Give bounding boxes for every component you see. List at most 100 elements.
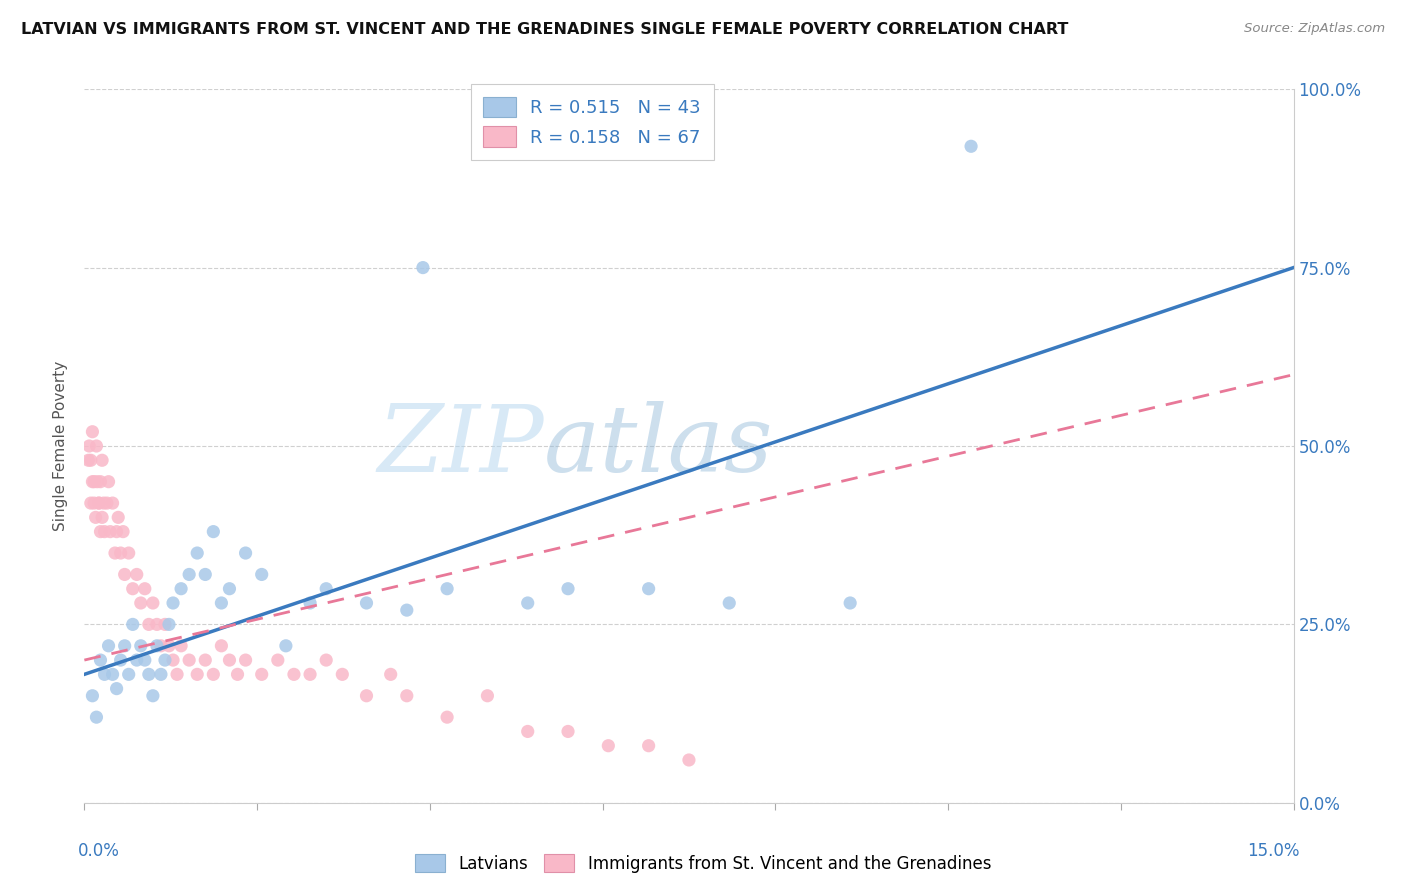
Point: [125, 653, 148, 667]
Point: [678, 753, 700, 767]
Point: [91, 453, 114, 467]
Point: [380, 667, 402, 681]
Point: [134, 653, 156, 667]
Point: [267, 653, 290, 667]
Point: [98, 524, 121, 539]
Point: [356, 596, 378, 610]
Point: [142, 596, 165, 610]
Point: [89, 524, 111, 539]
Point: [93, 667, 115, 681]
Text: LATVIAN VS IMMIGRANTS FROM ST. VINCENT AND THE GRENADINES SINGLE FEMALE POVERTY : LATVIAN VS IMMIGRANTS FROM ST. VINCENT A…: [21, 22, 1069, 37]
Point: [235, 546, 257, 560]
Point: [960, 139, 983, 153]
Point: [718, 596, 741, 610]
Point: [129, 639, 152, 653]
Point: [395, 603, 418, 617]
Point: [104, 546, 127, 560]
Point: [209, 639, 232, 653]
Point: [80, 453, 103, 467]
Point: [89, 653, 111, 667]
Point: [179, 653, 201, 667]
Point: [283, 667, 305, 681]
Point: [179, 567, 201, 582]
Point: [235, 653, 257, 667]
Point: [557, 724, 579, 739]
Point: [86, 475, 108, 489]
Point: [134, 582, 156, 596]
Point: [250, 667, 273, 681]
Point: [86, 439, 108, 453]
Point: [412, 260, 434, 275]
Point: [107, 510, 129, 524]
Point: [186, 546, 208, 560]
Point: [146, 639, 169, 653]
Point: [118, 667, 141, 681]
Point: [77, 453, 100, 467]
Point: [598, 739, 620, 753]
Point: [226, 667, 249, 681]
Point: [101, 496, 124, 510]
Point: [146, 617, 169, 632]
Text: 0.0%: 0.0%: [79, 842, 120, 860]
Point: [86, 710, 108, 724]
Point: [395, 689, 418, 703]
Point: [170, 582, 193, 596]
Point: [162, 653, 184, 667]
Point: [82, 689, 104, 703]
Point: [516, 724, 538, 739]
Point: [125, 567, 148, 582]
Point: [153, 617, 176, 632]
Point: [149, 639, 172, 653]
Point: [83, 475, 105, 489]
Point: [209, 596, 232, 610]
Point: [93, 496, 115, 510]
Point: [477, 689, 499, 703]
Point: [149, 667, 172, 681]
Point: [218, 653, 240, 667]
Point: [83, 496, 105, 510]
Point: [157, 639, 180, 653]
Point: [96, 496, 118, 510]
Point: [93, 524, 115, 539]
Point: [250, 567, 273, 582]
Point: [138, 617, 160, 632]
Point: [202, 524, 225, 539]
Point: [87, 496, 110, 510]
Point: [84, 510, 107, 524]
Point: [637, 582, 659, 596]
Point: [121, 617, 143, 632]
Point: [114, 567, 136, 582]
Point: [166, 667, 188, 681]
Point: [110, 546, 132, 560]
Point: [170, 639, 193, 653]
Point: [80, 496, 103, 510]
Point: [77, 439, 100, 453]
Text: 15.0%: 15.0%: [1247, 842, 1299, 860]
Point: [153, 653, 176, 667]
Point: [315, 653, 337, 667]
Point: [105, 681, 128, 696]
Point: [97, 639, 120, 653]
Point: [436, 582, 458, 596]
Point: [637, 739, 659, 753]
Point: [202, 667, 225, 681]
Point: [142, 689, 165, 703]
Point: [356, 689, 378, 703]
Point: [157, 617, 180, 632]
Legend: R = 0.515   N = 43, R = 0.158   N = 67: R = 0.515 N = 43, R = 0.158 N = 67: [471, 84, 714, 160]
Point: [330, 667, 353, 681]
Point: [186, 667, 208, 681]
Point: [516, 596, 538, 610]
Point: [87, 496, 110, 510]
Point: [839, 596, 862, 610]
Point: [162, 596, 184, 610]
Point: [194, 653, 217, 667]
Text: Source: ZipAtlas.com: Source: ZipAtlas.com: [1244, 22, 1385, 36]
Point: [299, 667, 322, 681]
Text: ZIP: ZIP: [377, 401, 544, 491]
Point: [112, 524, 135, 539]
Point: [218, 582, 240, 596]
Text: atlas: atlas: [544, 401, 773, 491]
Point: [110, 653, 132, 667]
Point: [557, 582, 579, 596]
